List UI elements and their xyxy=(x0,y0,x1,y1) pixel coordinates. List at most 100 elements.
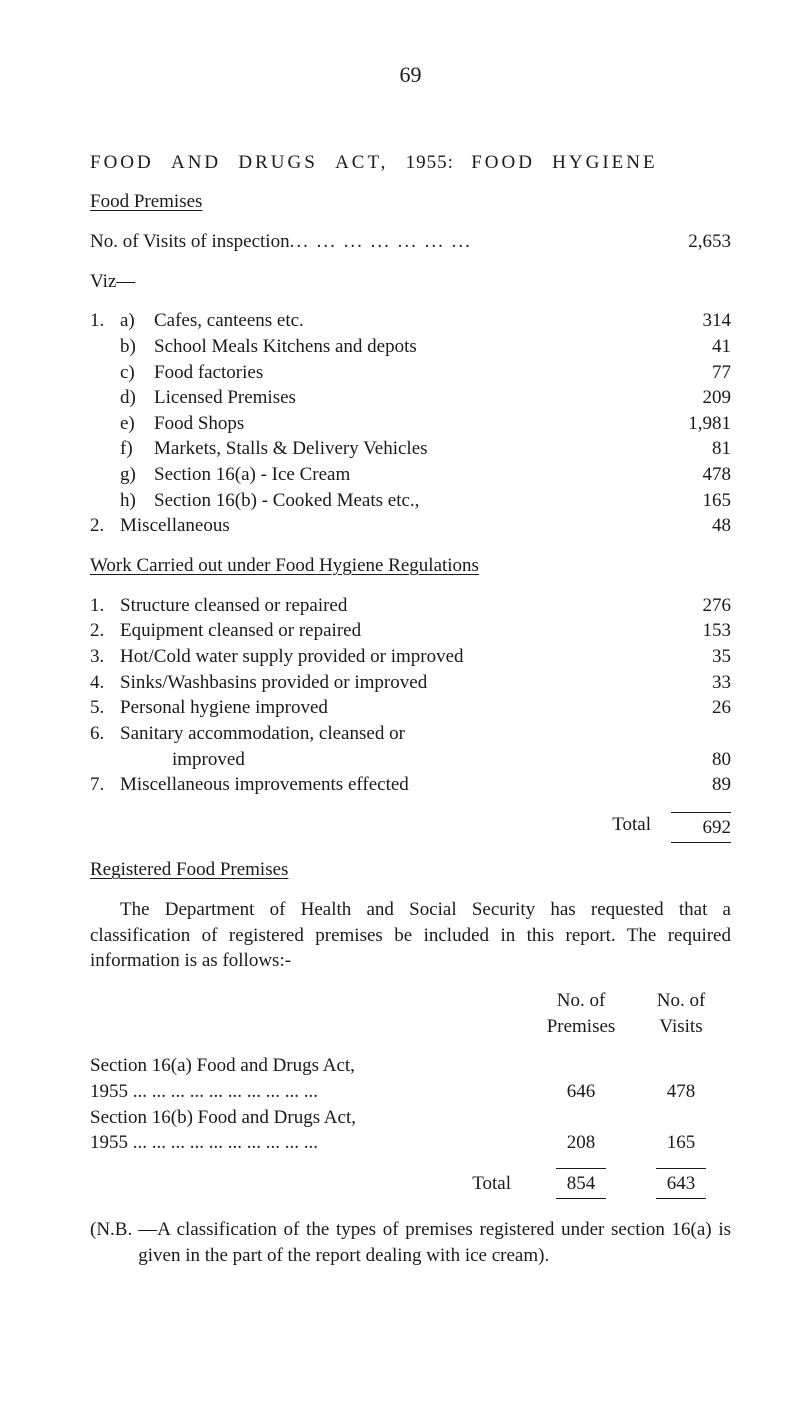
header-text: No. of xyxy=(557,990,606,1011)
row-letter: e) xyxy=(120,411,154,437)
row-value: 26 xyxy=(671,695,731,721)
list-row: improved 80 xyxy=(90,747,731,773)
row-letter: g) xyxy=(120,462,154,488)
header-text: No. of xyxy=(657,990,706,1011)
reg-table-header: No. of Premises No. of Visits xyxy=(90,988,731,1039)
row-number: 2. xyxy=(90,618,120,644)
row-number: 4. xyxy=(90,670,120,696)
row-label: Sinks/Washbasins provided or improved xyxy=(120,670,671,696)
reg-total-visits: 643 xyxy=(631,1168,731,1200)
row-number: 3. xyxy=(90,644,120,670)
row-label: Section 16(a) - Ice Cream xyxy=(154,462,671,488)
row-label: Food factories xyxy=(154,360,671,386)
reg-premises-value: 646 xyxy=(531,1079,631,1105)
row-label: Markets, Stalls & Delivery Vehicles xyxy=(154,436,671,462)
title-p6: FOOD xyxy=(471,152,535,173)
visits-dots: ... ... ... ... ... ... ... xyxy=(290,229,472,255)
title-p7: HYGIENE xyxy=(552,152,657,173)
work-heading-text: Work Carried out under Food Hygiene Regu… xyxy=(90,555,479,576)
work-total-line: Total 692 xyxy=(90,812,731,844)
list-row: b) School Meals Kitchens and depots 41 xyxy=(90,334,731,360)
header-text: Visits xyxy=(659,1016,702,1037)
reg-total-visits-value: 643 xyxy=(656,1168,706,1200)
visits-line: No. of Visits of inspection ... ... ... … xyxy=(90,229,731,255)
reg-label-line: Section 16(a) Food and Drugs Act, xyxy=(90,1053,731,1079)
total-value: 692 xyxy=(671,812,731,844)
row-value: 1,981 xyxy=(671,411,731,437)
food-premises-heading: Food Premises xyxy=(90,189,731,215)
list-row: 1. Structure cleansed or repaired 276 xyxy=(90,593,731,619)
row-label: Equipment cleansed or repaired xyxy=(120,618,671,644)
list-row: h) Section 16(b) - Cooked Meats etc., 16… xyxy=(90,488,731,514)
row-letter: f) xyxy=(120,436,154,462)
row-value: 165 xyxy=(671,488,731,514)
row-value: 33 xyxy=(671,670,731,696)
list-row: 5. Personal hygiene improved 26 xyxy=(90,695,731,721)
registered-heading-text: Registered Food Premises xyxy=(90,859,288,880)
row-label: Miscellaneous improvements effected xyxy=(120,772,671,798)
row-value: 80 xyxy=(671,747,731,773)
reg-label: 1955 ... ... ... ... ... ... ... ... ...… xyxy=(90,1130,531,1156)
row-label: Sanitary accommodation, cleansed or xyxy=(120,721,671,747)
work-heading: Work Carried out under Food Hygiene Regu… xyxy=(90,553,731,579)
reg-label-line: Section 16(b) Food and Drugs Act, xyxy=(90,1105,731,1131)
total-label: Total xyxy=(612,812,651,844)
row-value: 153 xyxy=(671,618,731,644)
row-number: 1. xyxy=(90,308,120,334)
reg-visits-value: 478 xyxy=(631,1079,731,1105)
title-p2: AND xyxy=(171,152,221,173)
row-label: Hot/Cold water supply provided or improv… xyxy=(120,644,671,670)
list-row: c) Food factories 77 xyxy=(90,360,731,386)
row-number: 1. xyxy=(90,593,120,619)
row-label: Miscellaneous xyxy=(120,513,671,539)
list-row: g) Section 16(a) - Ice Cream 478 xyxy=(90,462,731,488)
viz-label: Viz— xyxy=(90,269,731,295)
row-label: Licensed Premises xyxy=(154,385,671,411)
page-number: 69 xyxy=(90,60,731,90)
list-row: 2. Equipment cleansed or repaired 153 xyxy=(90,618,731,644)
row-value: 77 xyxy=(671,360,731,386)
header-text: Premises xyxy=(547,1016,616,1037)
visits-label: No. of Visits of inspection xyxy=(90,229,290,255)
department-paragraph: The Department of Health and Social Secu… xyxy=(90,897,731,974)
row-value: 48 xyxy=(671,513,731,539)
nb-text: —A classification of the types of premis… xyxy=(138,1217,731,1268)
row-value: 89 xyxy=(671,772,731,798)
reg-visits-value: 165 xyxy=(631,1130,731,1156)
title-p4: ACT, xyxy=(335,152,388,173)
list-row: e) Food Shops 1,981 xyxy=(90,411,731,437)
title-p1: FOOD xyxy=(90,152,154,173)
row-label: School Meals Kitchens and depots xyxy=(154,334,671,360)
row-value: 35 xyxy=(671,644,731,670)
reg-section: Section 16(a) Food and Drugs Act, 1955 .… xyxy=(90,1053,731,1156)
row-value: 478 xyxy=(671,462,731,488)
row-label: Personal hygiene improved xyxy=(120,695,671,721)
row-number: 5. xyxy=(90,695,120,721)
row-letter: c) xyxy=(120,360,154,386)
document-title: FOOD AND DRUGS ACT, 1955: FOOD HYGIENE xyxy=(90,150,731,176)
list-row: 1. a) Cafes, canteens etc. 314 xyxy=(90,308,731,334)
header-premises: No. of Premises xyxy=(531,988,631,1039)
reg-total-premises-value: 854 xyxy=(556,1168,606,1200)
spacer xyxy=(90,988,531,1039)
row-letter: a) xyxy=(120,308,154,334)
row-letter: b) xyxy=(120,334,154,360)
row-label: improved xyxy=(150,747,671,773)
row-value: 41 xyxy=(671,334,731,360)
nb-note: (N.B. —A classification of the types of … xyxy=(90,1217,731,1268)
row-number: 2. xyxy=(90,513,120,539)
work-list: 1. Structure cleansed or repaired 276 2.… xyxy=(90,593,731,798)
list-row: d) Licensed Premises 209 xyxy=(90,385,731,411)
row-value: 314 xyxy=(671,308,731,334)
list-row: 2. Miscellaneous 48 xyxy=(90,513,731,539)
row-label: Food Shops xyxy=(154,411,671,437)
reg-row: 1955 ... ... ... ... ... ... ... ... ...… xyxy=(90,1130,731,1156)
reg-row: 1955 ... ... ... ... ... ... ... ... ...… xyxy=(90,1079,731,1105)
row-number: 6. xyxy=(90,721,120,747)
row-label: Cafes, canteens etc. xyxy=(154,308,671,334)
list-row: f) Markets, Stalls & Delivery Vehicles 8… xyxy=(90,436,731,462)
list-row: 4. Sinks/Washbasins provided or improved… xyxy=(90,670,731,696)
title-p5: 1955: xyxy=(406,152,454,173)
row-number: 7. xyxy=(90,772,120,798)
nb-prefix: (N.B. xyxy=(90,1217,138,1268)
